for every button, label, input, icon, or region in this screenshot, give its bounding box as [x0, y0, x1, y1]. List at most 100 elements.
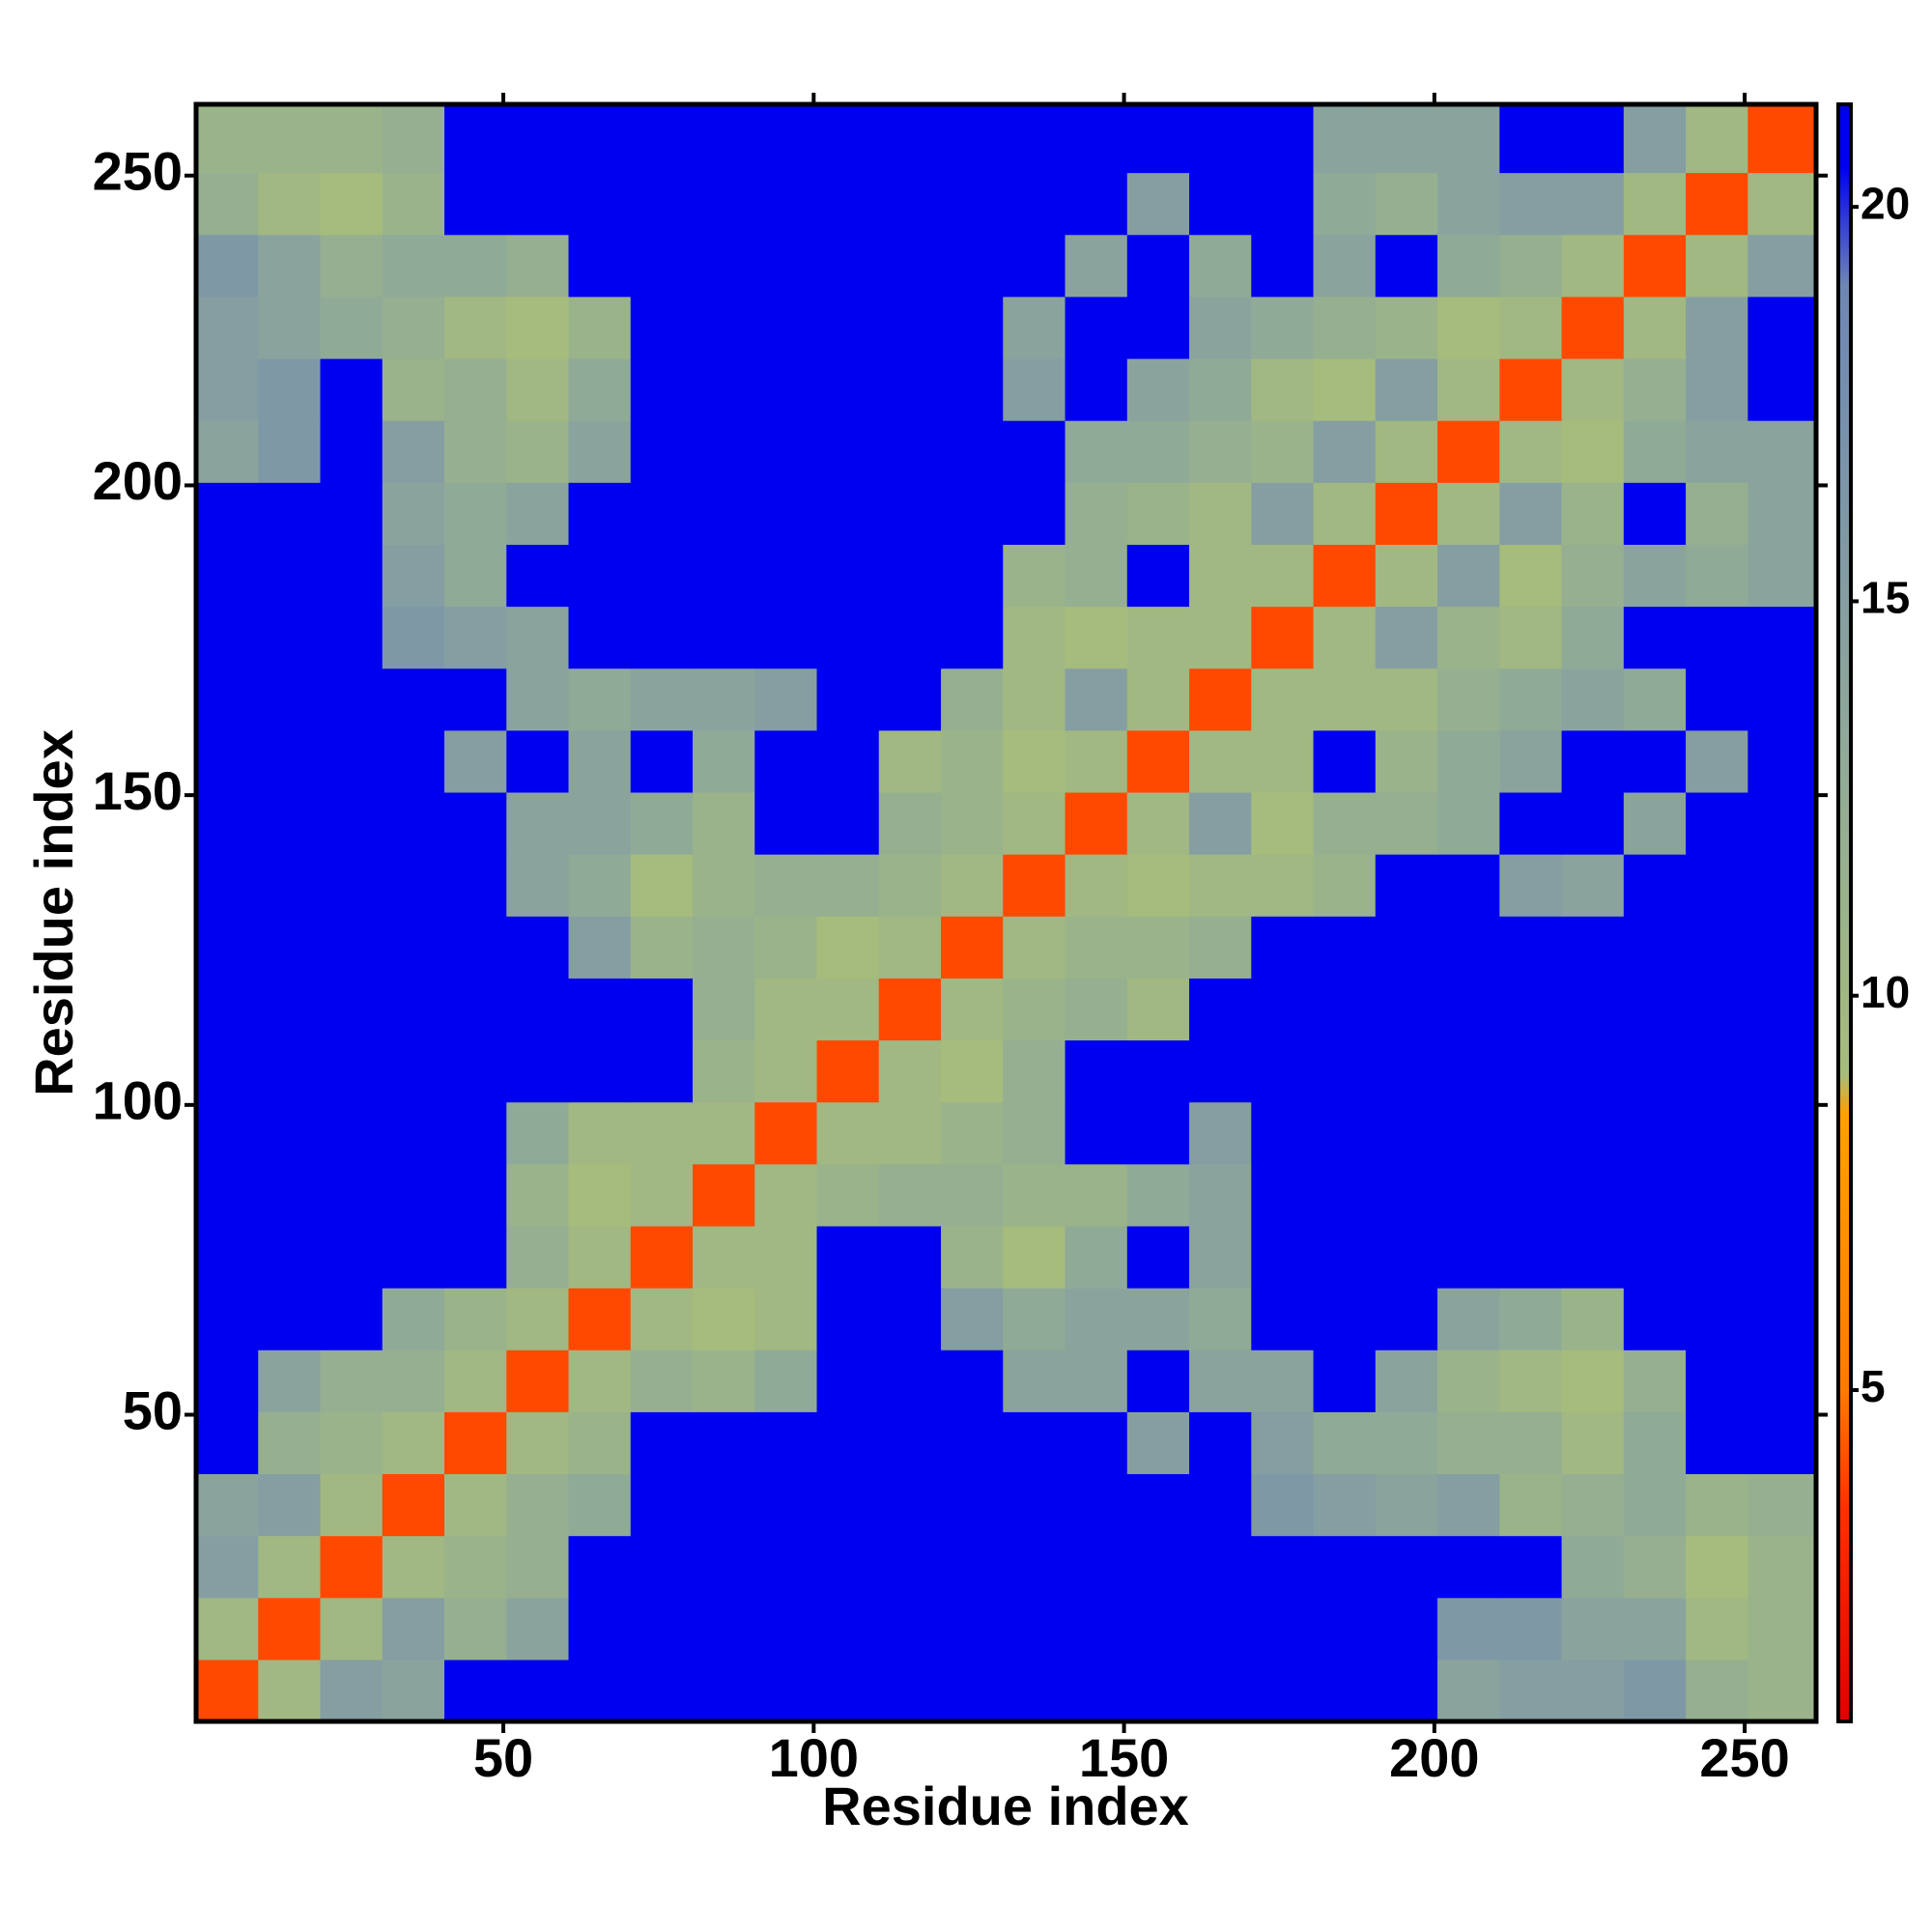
heatmap-cell [1375, 544, 1438, 608]
heatmap-cell [1561, 1659, 1625, 1722]
heatmap-cell [878, 978, 942, 1041]
heatmap-cell [382, 1288, 445, 1350]
heatmap-cell [1747, 1101, 1817, 1165]
heatmap-cell [941, 854, 1004, 917]
heatmap-cell [382, 1039, 445, 1103]
heatmap-cell [568, 791, 632, 855]
heatmap-cell [1126, 234, 1190, 298]
heatmap-cell [444, 1597, 507, 1661]
heatmap-cell [816, 1101, 880, 1165]
heatmap-cell [1375, 1101, 1438, 1165]
heatmap-cell [1561, 916, 1625, 979]
heatmap-cell [1189, 729, 1252, 793]
heatmap-cell [1126, 544, 1190, 608]
heatmap-cell [1003, 234, 1066, 298]
heatmap-cell [1065, 1659, 1128, 1722]
heatmap-cell [630, 1597, 694, 1661]
y-tick-label: 50 [123, 1379, 183, 1440]
y-tick-label: 250 [93, 141, 183, 202]
heatmap-cell [754, 482, 818, 545]
heatmap-cell [1189, 104, 1252, 174]
heatmap-cell [1499, 104, 1563, 174]
heatmap-cell [1686, 1225, 1748, 1289]
heatmap-cell [754, 668, 818, 731]
heatmap-cell [816, 606, 880, 669]
heatmap-cell [1686, 172, 1748, 236]
heatmap-cell [1437, 1597, 1500, 1661]
heatmap-cell [258, 729, 322, 793]
heatmap-cell [568, 1473, 632, 1537]
heatmap-cell [1065, 357, 1128, 421]
heatmap-cell [1313, 234, 1377, 298]
heatmap-cell [1747, 668, 1817, 731]
heatmap-cell [258, 1535, 322, 1599]
heatmap-cell [506, 1101, 570, 1165]
heatmap-cell [1126, 357, 1190, 421]
heatmap-cell [816, 1288, 880, 1350]
heatmap-cell [816, 1659, 880, 1722]
heatmap-cell [1747, 296, 1817, 359]
heatmap-cell [1065, 1411, 1128, 1475]
heatmap-cell [568, 1225, 632, 1289]
heatmap-cell [754, 1163, 818, 1227]
heatmap-cell [693, 606, 755, 669]
heatmap-cell [816, 916, 880, 979]
heatmap-cell [1189, 234, 1252, 298]
heatmap-cell [693, 482, 755, 545]
heatmap-cell [382, 234, 445, 298]
heatmap-cell [754, 916, 818, 979]
heatmap-cell [1561, 296, 1625, 359]
heatmap-cell [1561, 1163, 1625, 1227]
heatmap-cell [506, 104, 570, 174]
heatmap-cell [878, 234, 942, 298]
heatmap-cell [320, 606, 384, 669]
heatmap-cell [320, 791, 384, 855]
heatmap-cell [320, 1163, 384, 1227]
heatmap-cell [1313, 606, 1377, 669]
heatmap-cell [1561, 1535, 1625, 1599]
heatmap-cell [320, 916, 384, 979]
heatmap-cell [1499, 1411, 1563, 1475]
heatmap-cell [1126, 1288, 1190, 1350]
heatmap-cell [630, 1225, 694, 1289]
heatmap-cell [816, 1411, 880, 1475]
heatmap-cell [630, 1039, 694, 1103]
heatmap-cell [1437, 916, 1500, 979]
heatmap-cell [1126, 172, 1190, 236]
heatmap-cell [1686, 1163, 1748, 1227]
heatmap-cell [1686, 1350, 1748, 1412]
heatmap-cell [1065, 854, 1128, 917]
heatmap-cell [1065, 1225, 1128, 1289]
heatmap-cell [1126, 1350, 1190, 1412]
heatmap-cell [444, 606, 507, 669]
heatmap-cell [1375, 1039, 1438, 1103]
heatmap-cell [444, 1535, 507, 1599]
heatmap-cell [630, 978, 694, 1041]
heatmap-cell [1686, 296, 1748, 359]
heatmap-cell [1251, 296, 1315, 359]
heatmap-cell [630, 1163, 694, 1227]
heatmap-cell [816, 854, 880, 917]
heatmap-cell [506, 729, 570, 793]
heatmap-cell [1686, 791, 1748, 855]
heatmap-cell [568, 1101, 632, 1165]
heatmap-cell [568, 172, 632, 236]
heatmap-cell [1189, 1350, 1252, 1412]
heatmap-cell [816, 1163, 880, 1227]
heatmap-cell [1313, 854, 1377, 917]
heatmap-cell [1003, 791, 1066, 855]
heatmap-cell [1623, 1288, 1687, 1350]
heatmap-cell [506, 544, 570, 608]
heatmap-cell [941, 791, 1004, 855]
y-tick-label: 150 [93, 760, 183, 821]
heatmap-cell [693, 1473, 755, 1537]
heatmap-cell [941, 668, 1004, 731]
heatmap-cell [1003, 1597, 1066, 1661]
heatmap-cell [568, 1039, 632, 1103]
heatmap-cell [444, 1659, 507, 1722]
heatmap-cell [754, 1350, 818, 1412]
heatmap-cell [1686, 234, 1748, 298]
heatmap-cell [754, 791, 818, 855]
heatmap-cell [258, 1659, 322, 1722]
heatmap-cell [320, 234, 384, 298]
